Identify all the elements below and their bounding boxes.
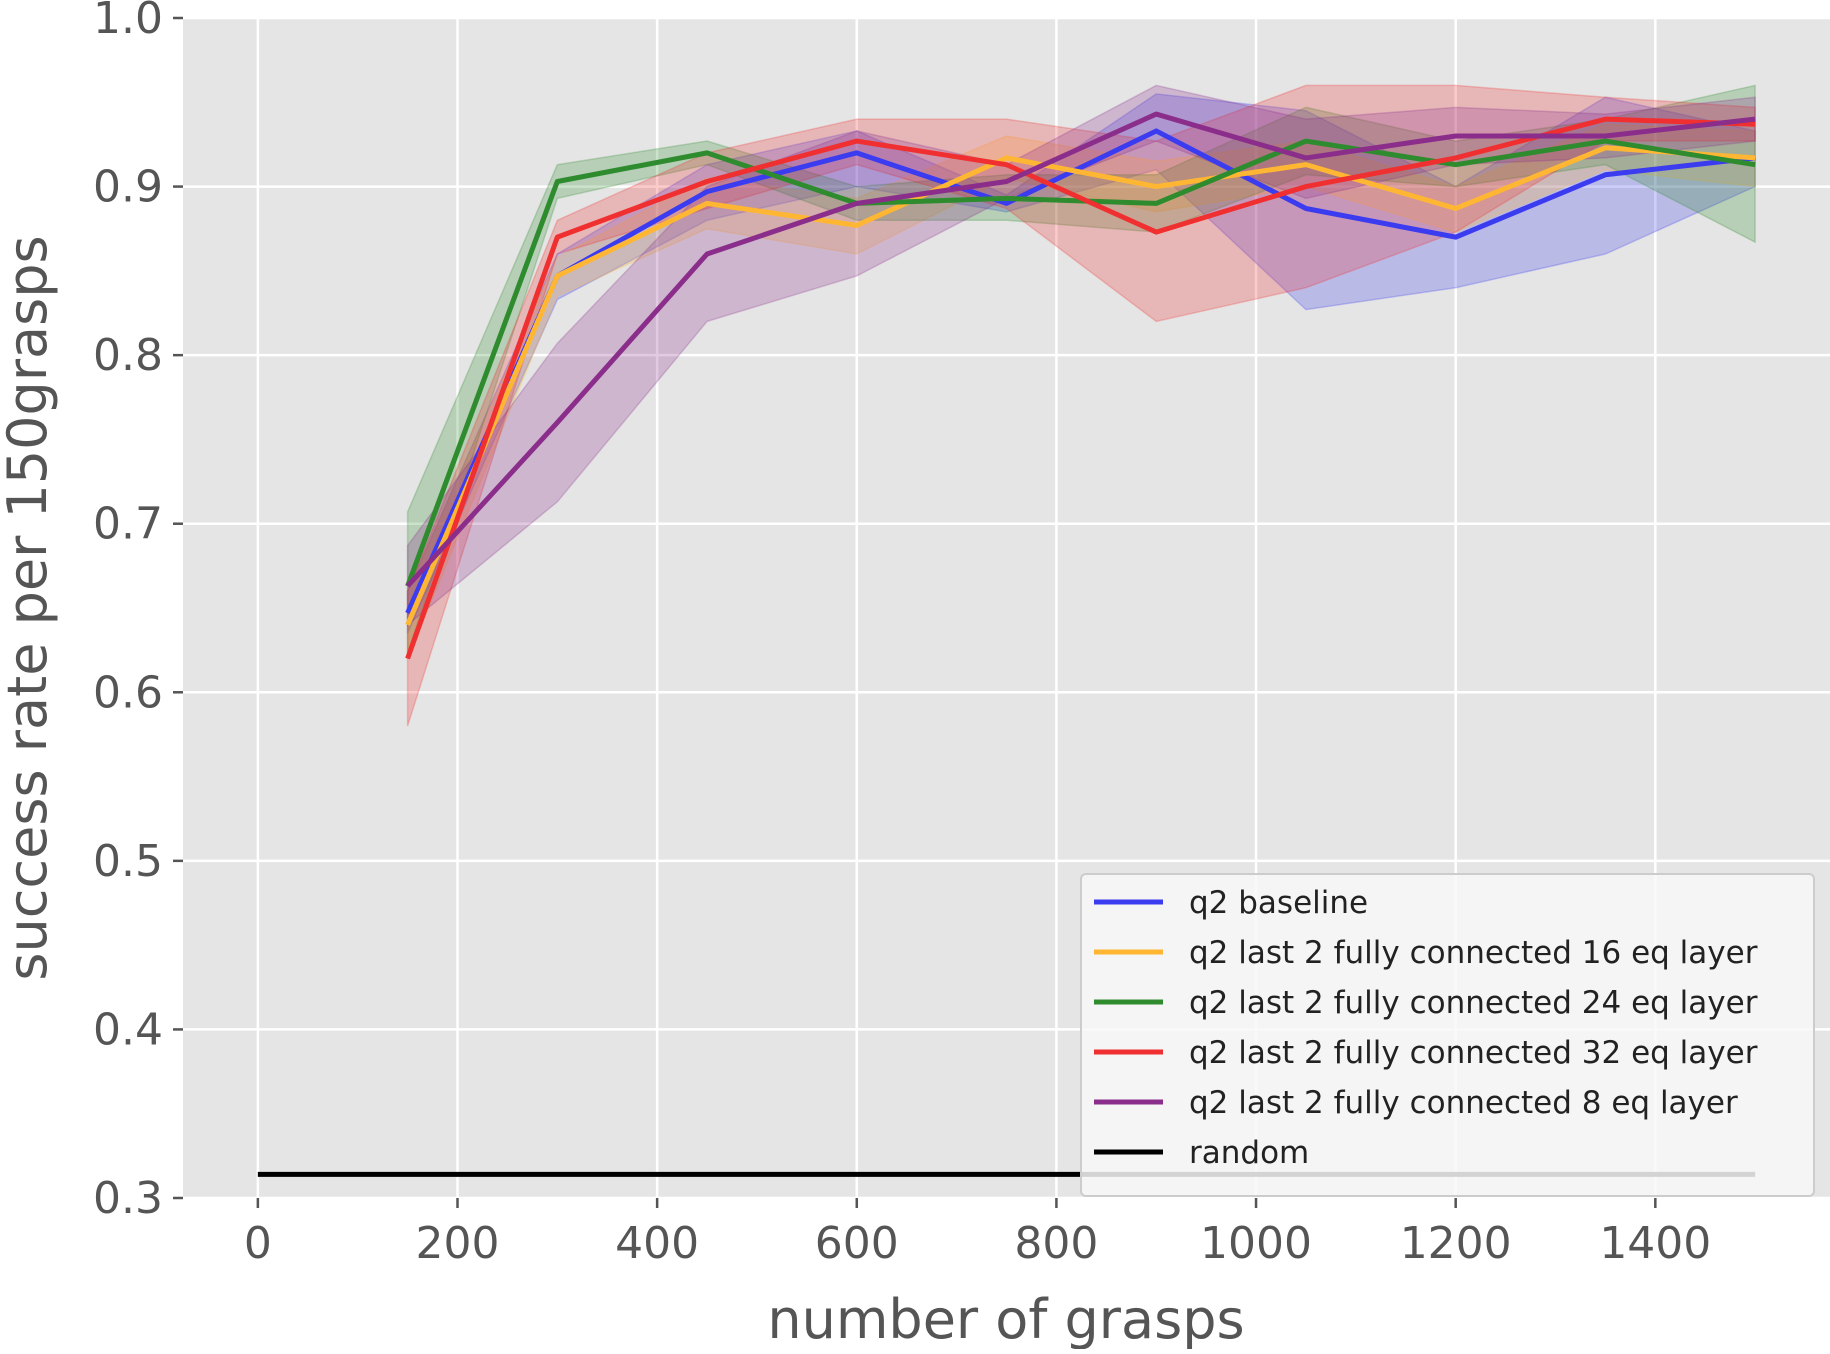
band-4 — [406, 84, 1756, 627]
x-tick-label: 200 — [416, 1218, 500, 1269]
y-tick-label: 0.7 — [93, 499, 163, 550]
series-line-3 — [405, 116, 1756, 660]
y-tick-label: 1.0 — [93, 0, 163, 44]
y-tick-label: 0.8 — [93, 330, 163, 381]
legend-entry-label: random — [1189, 1135, 1309, 1171]
legend-entry-label: q2 baseline — [1189, 885, 1368, 921]
legend-entry-label: q2 last 2 fully connected 32 eq layer — [1189, 1035, 1758, 1071]
legend-entry-label: q2 last 2 fully connected 24 eq layer — [1189, 985, 1758, 1021]
series-lines — [257, 111, 1756, 1177]
band-3 — [406, 84, 1756, 727]
legend-entry-label: q2 last 2 fully connected 8 eq layer — [1189, 1085, 1738, 1121]
x-tick-label: 1400 — [1599, 1218, 1711, 1269]
y-tick-label: 0.6 — [93, 667, 163, 718]
series-line-0 — [405, 128, 1756, 615]
x-tick-label: 1000 — [1200, 1218, 1312, 1269]
x-axis-label: number of grasps — [767, 1288, 1244, 1349]
x-tick-label: 600 — [815, 1218, 899, 1269]
series-line-4 — [405, 111, 1756, 588]
legend-entry-label: q2 last 2 fully connected 16 eq layer — [1189, 935, 1758, 971]
y-tick-label: 0.3 — [93, 1173, 163, 1224]
x-tick-label: 800 — [1014, 1218, 1098, 1269]
x-tick-label: 1200 — [1400, 1218, 1512, 1269]
axis-ticks: 0 200 400 600 800 1000 1200 1400 0.3 0.4 0.5 0.6 0.7… — [93, 0, 1711, 1269]
series-line-1 — [405, 145, 1756, 626]
y-tick-label: 0.5 — [93, 836, 163, 887]
y-tick-label: 0.4 — [93, 1004, 163, 1055]
legend-box — [1080, 873, 1815, 1197]
y-axis-label: success rate per 150grasps — [0, 235, 59, 980]
y-tick-label: 0.9 — [93, 162, 163, 213]
legend: q2 baseline q2 last 2 fully connected 16 … — [1080, 873, 1815, 1197]
x-tick-label: 0 — [244, 1218, 272, 1269]
x-tick-label: 400 — [615, 1218, 699, 1269]
